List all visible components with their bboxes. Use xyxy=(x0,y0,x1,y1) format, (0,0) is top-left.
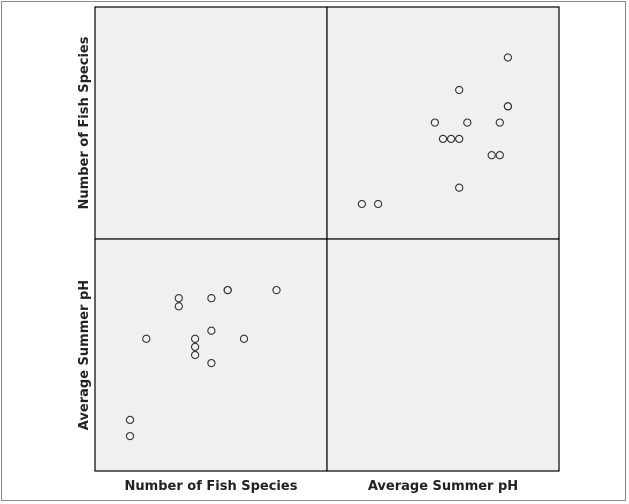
panel-species-vs-ph xyxy=(326,6,560,240)
col-label-species: Number of Fish Species xyxy=(125,479,298,494)
point-ph-vs-species-2 xyxy=(272,285,281,295)
point-species-vs-ph-5 xyxy=(495,118,504,127)
point-species-vs-ph-6 xyxy=(463,118,472,127)
point-ph-vs-species-5 xyxy=(207,294,216,303)
point-species-vs-ph-1 xyxy=(503,102,513,111)
point-ph-vs-species-9 xyxy=(190,342,200,352)
row-label-species: Number of Fish Species xyxy=(77,36,92,209)
point-ph-vs-species-10 xyxy=(190,350,200,360)
point-ph-vs-species-4 xyxy=(174,302,183,311)
point-ph-vs-species-11 xyxy=(239,334,249,343)
point-species-vs-ph-10 xyxy=(438,134,448,144)
point-species-vs-ph-14 xyxy=(357,199,367,209)
row-label-ph: Average Summer pH xyxy=(77,280,92,430)
point-species-vs-ph-2 xyxy=(503,53,513,62)
panel-ph-vs-species xyxy=(94,238,328,472)
point-ph-vs-species-3 xyxy=(174,294,183,303)
col-label-ph: Average Summer pH xyxy=(368,479,518,494)
point-ph-vs-species-14 xyxy=(125,431,135,441)
point-ph-vs-species-6 xyxy=(207,326,216,335)
point-species-vs-ph-7 xyxy=(455,183,464,192)
point-ph-vs-species-12 xyxy=(207,358,216,368)
point-species-vs-ph-4 xyxy=(487,151,496,160)
panel-species-vs-species xyxy=(94,6,328,240)
point-ph-vs-species-8 xyxy=(190,334,200,343)
point-ph-vs-species-7 xyxy=(142,334,151,343)
point-species-vs-ph-12 xyxy=(430,118,440,127)
point-species-vs-ph-3 xyxy=(495,151,504,160)
point-species-vs-ph-11 xyxy=(455,85,464,95)
point-ph-vs-species-1 xyxy=(223,285,232,295)
point-species-vs-ph-9 xyxy=(446,134,456,144)
point-species-vs-ph-8 xyxy=(455,134,464,144)
point-ph-vs-species-13 xyxy=(125,415,135,425)
panel-ph-vs-ph xyxy=(326,238,560,472)
point-species-vs-ph-13 xyxy=(373,199,383,209)
